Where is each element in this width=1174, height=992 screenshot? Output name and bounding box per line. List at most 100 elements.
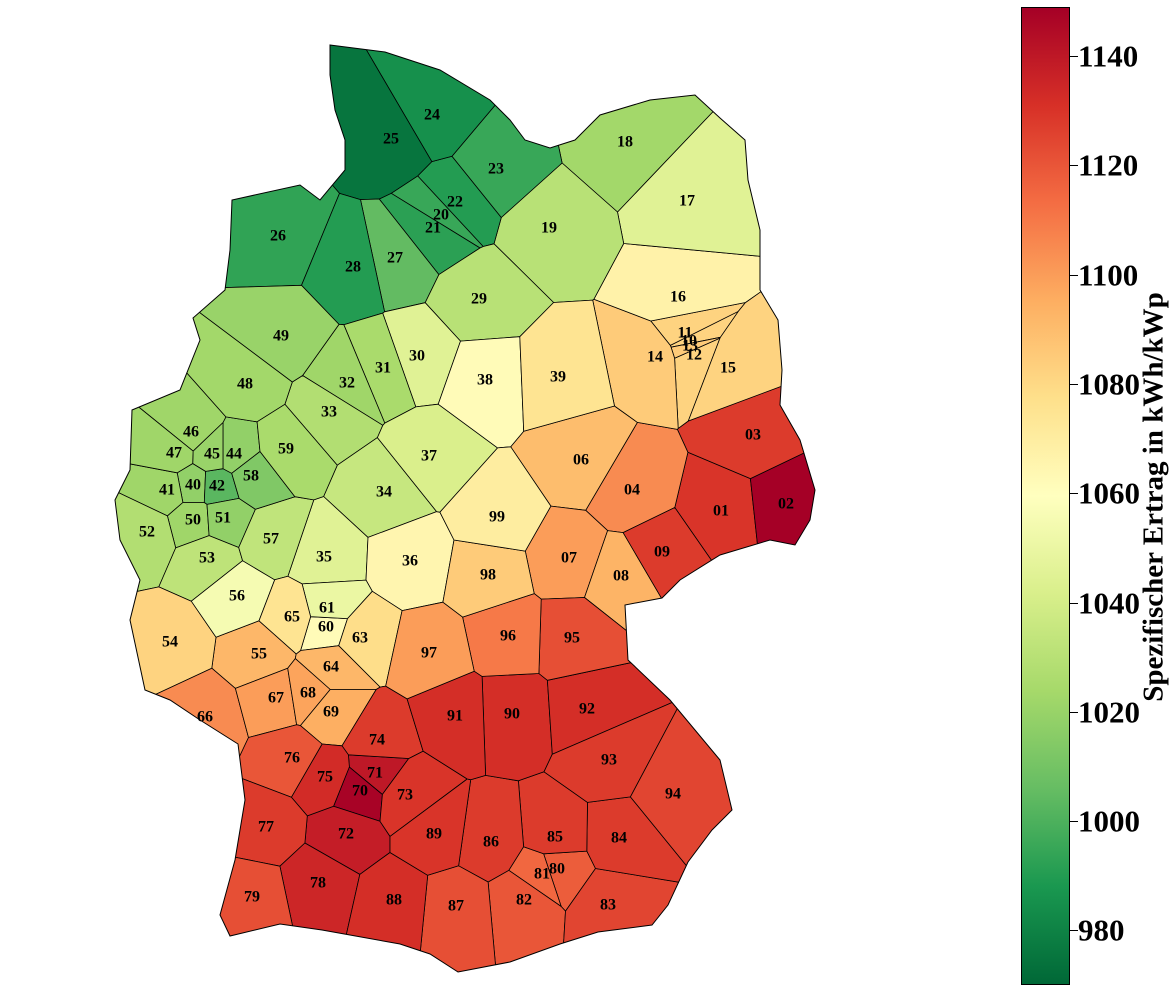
region-label-75: 75 [317,769,333,786]
colorbar-tick-mark [1070,712,1078,713]
region-label-95: 95 [564,630,580,647]
region-label-90: 90 [504,706,520,723]
region-label-49: 49 [273,328,289,345]
region-66 [90,668,249,843]
region-label-09: 09 [654,544,670,561]
region-label-63: 63 [352,630,368,647]
region-label-16: 16 [670,289,686,306]
region-label-48: 48 [237,376,253,393]
colorbar-tick-label: 980 [1078,915,1125,946]
region-87 [416,866,498,992]
region-label-82: 82 [516,892,532,909]
region-label-76: 76 [284,750,300,767]
region-label-66: 66 [197,709,213,726]
region-label-67: 67 [268,690,284,707]
region-label-37: 37 [421,448,437,465]
region-label-54: 54 [162,634,178,651]
region-label-64: 64 [323,659,339,676]
region-label-44: 44 [226,446,242,463]
region-label-81: 81 [534,866,550,883]
region-label-01: 01 [713,503,729,520]
region-label-39: 39 [550,369,566,386]
region-label-85: 85 [547,829,563,846]
colorbar-tick-label: 1080 [1078,368,1140,399]
region-label-33: 33 [321,404,337,421]
region-label-96: 96 [500,628,516,645]
region-label-74: 74 [369,732,385,749]
region-95 [539,598,659,681]
region-label-93: 93 [601,752,617,769]
colorbar-label: Spezifischer Ertrag in kWh/kWp [1138,292,1171,702]
colorbar-tick-label: 1000 [1078,806,1140,837]
region-label-56: 56 [229,588,245,605]
region-label-22: 22 [447,194,463,211]
colorbar-tick-label: 1140 [1078,41,1138,72]
region-label-99: 99 [489,509,505,526]
region-label-77: 77 [258,819,274,836]
region-label-98: 98 [480,567,496,584]
region-label-50: 50 [185,512,201,529]
germany-postcode-map: 01 02030406070809101112131415161718192021… [0,0,1000,992]
region-label-53: 53 [199,550,215,567]
region-label-86: 86 [483,834,499,851]
colorbar-tick-mark [1070,56,1078,57]
region-label-55: 55 [251,646,267,663]
region-label-24: 24 [424,107,440,124]
region-label-42: 42 [209,478,225,495]
region-label-02: 02 [778,496,794,513]
colorbar-tick-label: 1100 [1078,259,1138,290]
colorbar-tick-mark [1070,603,1078,604]
region-label-38: 38 [477,372,493,389]
region-label-06: 06 [573,452,589,469]
region-label-23: 23 [488,161,504,178]
region-label-04: 04 [624,482,640,499]
region-label-58: 58 [243,468,259,485]
colorbar-tick-label: 1120 [1078,150,1138,181]
region-label-60: 60 [318,619,334,636]
region-label-13: 13 [682,338,698,355]
region-label-28: 28 [345,259,361,276]
region-label-36: 36 [402,553,418,570]
region-label-32: 32 [339,375,355,392]
region-label-15: 15 [720,360,736,377]
region-label-27: 27 [387,250,403,267]
region-label-72: 72 [338,826,354,843]
region-label-68: 68 [300,685,316,702]
region-label-69: 69 [323,704,339,721]
region-label-35: 35 [316,549,332,566]
region-label-19: 19 [541,220,557,237]
region-label-79: 79 [244,889,260,906]
region-label-41: 41 [159,482,175,499]
region-label-26: 26 [270,228,286,245]
region-label-17: 17 [679,193,695,210]
region-label-87: 87 [448,898,464,915]
region-label-57: 57 [263,531,279,548]
colorbar-tick-mark [1070,165,1078,166]
region-label-94: 94 [665,786,681,803]
region-26 [90,20,340,289]
region-label-88: 88 [386,892,402,909]
region-label-30: 30 [409,348,425,365]
region-label-21: 21 [425,220,441,237]
region-label-59: 59 [278,441,294,458]
region-label-83: 83 [600,897,616,914]
region-label-91: 91 [447,708,463,725]
colorbar-tick-mark [1070,275,1078,276]
region-label-47: 47 [166,445,182,462]
region-label-31: 31 [375,360,391,377]
colorbar [1021,7,1070,985]
colorbar-tick-mark [1070,384,1078,385]
region-label-25: 25 [383,131,399,148]
region-label-73: 73 [397,787,413,804]
region-label-46: 46 [183,424,199,441]
region-label-52: 52 [139,524,155,541]
region-label-08: 08 [613,568,629,585]
colorbar-tick-label: 1040 [1078,587,1140,618]
region-label-14: 14 [647,349,663,366]
region-25 [191,20,432,200]
region-label-97: 97 [421,645,437,662]
region-label-07: 07 [561,550,577,567]
colorbar-tick-mark [1070,821,1078,822]
region-16 [594,244,805,322]
region-label-78: 78 [310,875,326,892]
